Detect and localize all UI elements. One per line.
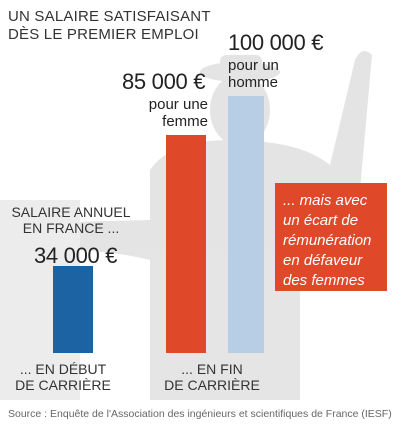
value-label-debut: 34 000 € — [34, 243, 118, 268]
category-label-debut: ... EN DÉBUT DE CARRIÈRE — [15, 361, 111, 393]
bar-fin-femme — [166, 135, 206, 353]
background-photo — [0, 51, 372, 400]
chart-title: UN SALAIRE SATISFAISANT DÈS LE PREMIER E… — [8, 8, 211, 43]
value-label-homme: 100 000 € — [228, 30, 324, 55]
source-note: Source : Enquête de l'Association des in… — [8, 408, 392, 420]
value-sublabel-homme: pour un homme — [228, 57, 279, 91]
bar-debut-carriere — [53, 266, 93, 353]
value-sublabel-femme: pour une femme — [148, 96, 208, 130]
category-label-fin: ... EN FIN DE CARRIÈRE — [164, 361, 260, 393]
bar-fin-homme — [228, 96, 264, 353]
value-label-femme: 85 000 € — [122, 69, 206, 94]
intro-label: SALAIRE ANNUEL EN FRANCE ... — [11, 204, 131, 236]
gender-gap-callout: ... mais avec un écart de rémunération e… — [275, 183, 387, 291]
